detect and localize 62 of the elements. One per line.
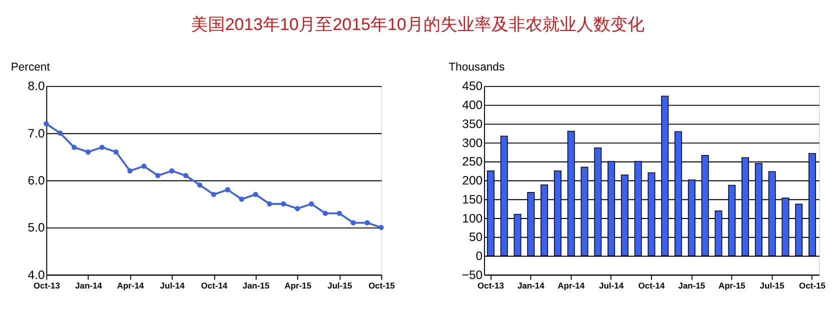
y-tick-label: 0 bbox=[476, 249, 483, 264]
point bbox=[127, 168, 133, 174]
y-axis-title: Thousands bbox=[448, 61, 505, 74]
x-tick-label: Jan-14 bbox=[517, 280, 545, 290]
y-tick-label: 8.0 bbox=[28, 79, 45, 94]
point bbox=[225, 187, 230, 192]
x-tick-label: Apr-14 bbox=[117, 280, 144, 290]
x-tick-label: Jan-15 bbox=[678, 280, 706, 290]
y-tick-label: 150 bbox=[462, 192, 483, 206]
point bbox=[169, 168, 174, 174]
point bbox=[211, 192, 216, 198]
x-tick-label: Apr-14 bbox=[558, 280, 585, 290]
point bbox=[197, 182, 202, 188]
x-tick-label: Jan-14 bbox=[75, 280, 102, 290]
point bbox=[239, 196, 244, 202]
point bbox=[58, 130, 63, 136]
y-tick-label: 300 bbox=[462, 136, 483, 150]
y-tick-label: 50 bbox=[468, 230, 483, 244]
y-tick-label: 5.0 bbox=[28, 220, 45, 235]
x-tick-label: Jul-14 bbox=[599, 280, 624, 290]
point bbox=[44, 121, 49, 126]
x-tick-label: Oct-15 bbox=[799, 280, 826, 290]
y-tick-label: 400 bbox=[462, 98, 483, 112]
point bbox=[280, 201, 286, 206]
point bbox=[378, 224, 384, 230]
y-tick-label: 7.0 bbox=[28, 126, 45, 140]
y-tick-label: 6.0 bbox=[28, 174, 45, 188]
x-tick-label: Jul-15 bbox=[760, 280, 785, 290]
y-tick-label: 100 bbox=[462, 211, 483, 226]
point bbox=[155, 173, 160, 178]
x-tick-label: Jul-14 bbox=[160, 280, 185, 290]
point bbox=[113, 149, 119, 155]
y-axis-title: Percent bbox=[10, 61, 51, 74]
x-tick-label: Apr-15 bbox=[718, 280, 746, 290]
point bbox=[183, 173, 188, 178]
y-tick-label: 250 bbox=[462, 154, 483, 169]
point bbox=[336, 210, 342, 216]
point bbox=[294, 206, 300, 212]
y-tick-label: −50 bbox=[462, 268, 483, 282]
point bbox=[266, 201, 272, 206]
point bbox=[350, 220, 356, 226]
x-tick-label: Apr-15 bbox=[284, 280, 312, 290]
point bbox=[86, 149, 91, 155]
x-tick-label: Oct-14 bbox=[200, 280, 228, 290]
y-tick-label: 350 bbox=[462, 116, 483, 131]
point bbox=[72, 144, 77, 150]
x-tick-label: Oct-15 bbox=[368, 280, 396, 290]
x-tick-label: Oct-13 bbox=[34, 280, 60, 290]
y-tick-label: 4.0 bbox=[28, 268, 45, 282]
point bbox=[322, 210, 328, 216]
y-tick-label: 200 bbox=[462, 174, 483, 188]
point bbox=[99, 144, 105, 150]
x-tick-label: Jul-15 bbox=[328, 280, 352, 290]
point bbox=[308, 201, 314, 206]
point bbox=[364, 220, 370, 226]
point bbox=[252, 192, 258, 198]
x-tick-label: Oct-13 bbox=[478, 280, 504, 290]
x-tick-label: Oct-14 bbox=[638, 280, 665, 290]
point bbox=[141, 164, 147, 169]
text: 美国2013年10月至2015年10月的失业率及非农就业人数变化 bbox=[191, 14, 644, 34]
y-tick-label: 450 bbox=[462, 79, 483, 94]
x-tick-label: Jan-15 bbox=[242, 280, 270, 290]
